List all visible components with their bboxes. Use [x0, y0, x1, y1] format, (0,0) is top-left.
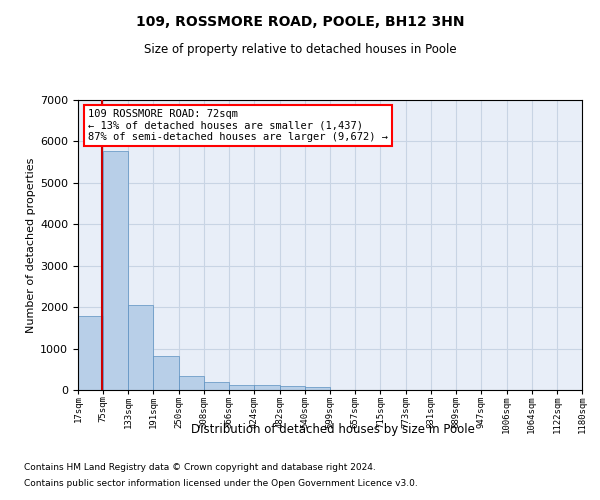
Y-axis label: Number of detached properties: Number of detached properties [26, 158, 36, 332]
Bar [103, 150, 128, 390]
Bar [154, 356, 179, 390]
Bar [229, 385, 254, 390]
Bar [254, 386, 280, 390]
Bar [204, 382, 229, 390]
Text: Distribution of detached houses by size in Poole: Distribution of detached houses by size … [191, 422, 475, 436]
Text: 109 ROSSMORE ROAD: 72sqm
← 13% of detached houses are smaller (1,437)
87% of sem: 109 ROSSMORE ROAD: 72sqm ← 13% of detach… [88, 108, 388, 142]
Bar [179, 376, 204, 390]
Bar [78, 316, 103, 390]
Text: Contains HM Land Registry data © Crown copyright and database right 2024.: Contains HM Land Registry data © Crown c… [24, 464, 376, 472]
Bar [128, 305, 154, 390]
Text: 109, ROSSMORE ROAD, POOLE, BH12 3HN: 109, ROSSMORE ROAD, POOLE, BH12 3HN [136, 15, 464, 29]
Text: Contains public sector information licensed under the Open Government Licence v3: Contains public sector information licen… [24, 478, 418, 488]
Bar [280, 386, 305, 390]
Text: Size of property relative to detached houses in Poole: Size of property relative to detached ho… [143, 42, 457, 56]
Bar [305, 386, 330, 390]
